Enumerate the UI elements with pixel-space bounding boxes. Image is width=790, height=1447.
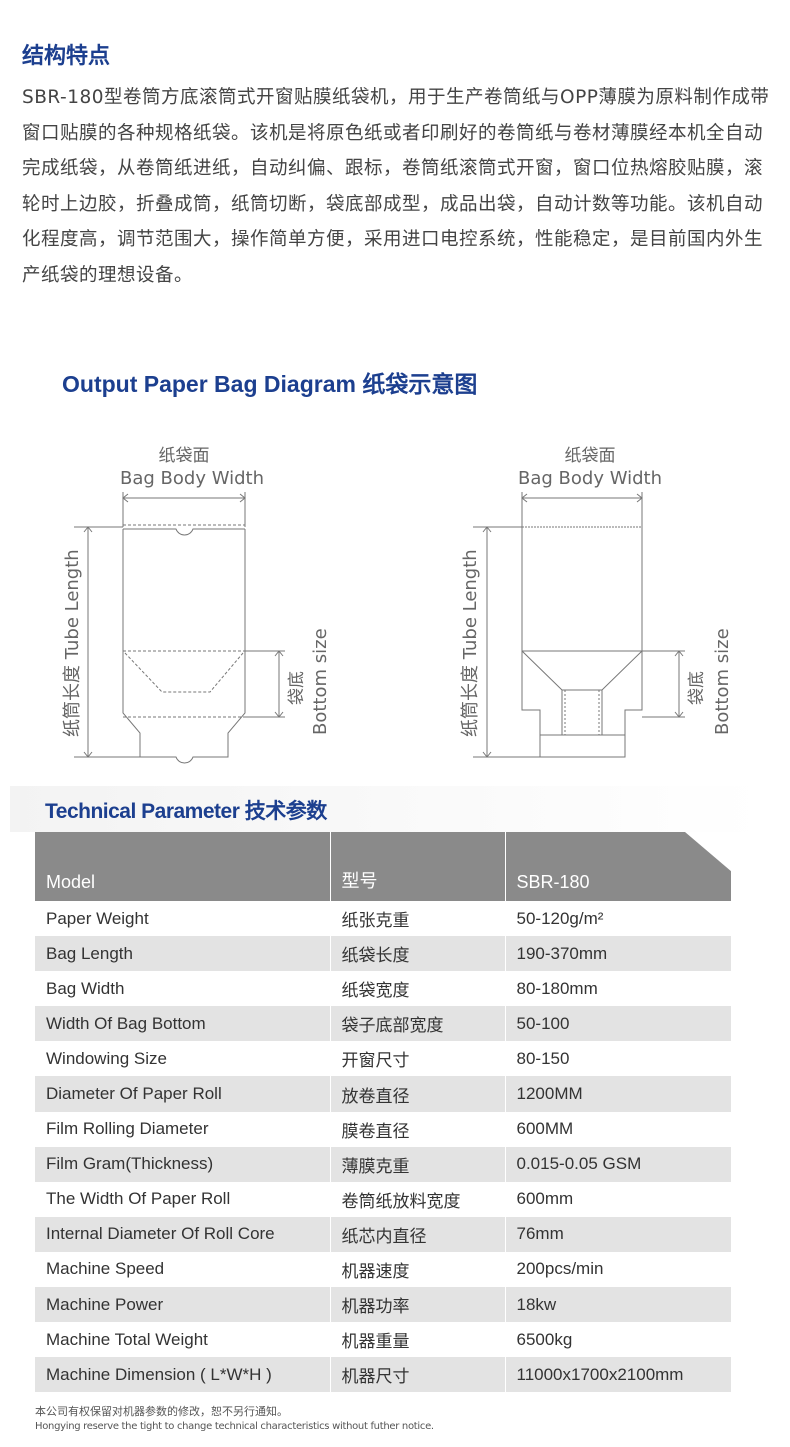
header-corner-cut [685,832,732,872]
table-header: Model 型号 SBR-180 [35,832,732,901]
params-title-bar [10,786,765,832]
table-cell: Internal Diameter Of Roll Core [35,1216,331,1252]
table-cell: 纸张克重 [330,901,506,937]
table-cell: Machine Dimension ( L*W*H ) [35,1357,331,1393]
table-cell: Machine Speed [35,1251,331,1288]
table-row: Width Of Bag Bottom 袋子底部宽度 50-100 [35,1006,732,1042]
table-cell: 机器尺寸 [330,1357,506,1393]
table-cell: 1200MM [505,1076,732,1112]
header-cell: 型号 [330,832,506,901]
bottom-label-cn-2: 袋底 [687,671,707,705]
header-cell: Model [35,832,331,901]
bottom-label-en-2: Bottom size [712,628,733,735]
table-cell: Film Rolling Diameter [35,1111,331,1147]
table-row: Internal Diameter Of Roll Core 纸芯内直径 76mm [35,1216,732,1252]
width-label-en-2: Bag Body Width [518,468,662,489]
table-cell: 薄膜克重 [330,1146,506,1182]
diagram-title: Output Paper Bag Diagram 纸袋示意图 [62,371,478,397]
table-cell: 200pcs/min [505,1251,732,1288]
table-cell: Windowing Size [35,1041,331,1077]
table-row: Machine Power 机器功率 18kw [35,1287,732,1323]
table-cell: Machine Total Weight [35,1322,331,1358]
table-row: Machine Total Weight 机器重量 6500kg [35,1322,732,1358]
table-cell: Width Of Bag Bottom [35,1006,331,1042]
table-cell: 80-150 [505,1041,732,1077]
table-cell: 50-120g/m² [505,901,732,937]
table-row: Paper Weight 纸张克重 50-120g/m² [35,901,732,937]
table-cell: Machine Power [35,1287,331,1323]
table-cell: 76mm [505,1216,732,1252]
table-row: Film Gram(Thickness) 薄膜克重 0.015-0.05 GSM [35,1146,732,1182]
disclaimer-cn: 本公司有权保留对机器参数的修改，恕不另行通知。 [35,1405,288,1418]
table-cell: 18kw [505,1287,732,1323]
intro-paragraph: SBR-180型卷筒方底滚筒式开窗贴膜纸袋机，用于生产卷筒纸与OPP薄膜为原料制… [22,87,770,286]
table-cell: 卷筒纸放料宽度 [330,1181,506,1217]
bag-diagram: 纸袋面 Bag Body Width 纸筒长度 Tube Length 袋底 B… [62,446,733,764]
width-label-cn: 纸袋面 [159,446,210,466]
table-cell: 600mm [505,1181,732,1217]
table-cell: Bag Width [35,971,331,1007]
tube-length-label: 纸筒长度 Tube Length [62,549,83,737]
table-row: Diameter Of Paper Roll 放卷直径 1200MM [35,1076,732,1112]
width-label-cn-2: 纸袋面 [565,446,616,466]
table-cell: 机器重量 [330,1322,506,1358]
section-title: 结构特点 [22,44,111,69]
table-row: The Width Of Paper Roll 卷筒纸放料宽度 600mm [35,1181,732,1217]
table-cell: Diameter Of Paper Roll [35,1076,331,1112]
table-cell: 纸袋宽度 [330,971,506,1007]
table-cell: 袋子底部宽度 [330,1006,506,1042]
table-cell: 开窗尺寸 [330,1041,506,1077]
table-row: Machine Dimension ( L*W*H ) 机器尺寸 11000x170… [35,1357,732,1393]
table-cell: 机器速度 [330,1251,506,1288]
tube-length-label-2: 纸筒长度 Tube Length [460,549,481,737]
params-title: Technical Parameter 技术参数 [45,800,327,823]
table-cell: Bag Length [35,936,331,972]
table-cell: 机器功率 [330,1287,506,1323]
table-cell: 50-100 [505,1006,732,1042]
table-row: Film Rolling Diameter 膜卷直径 600MM [35,1111,732,1147]
table-cell: 纸袋长度 [330,936,506,972]
table-cell: 6500kg [505,1322,732,1358]
bottom-label-cn: 袋底 [287,671,307,705]
disclaimer-en: Hongying reserve the tight to change tec… [35,1421,434,1432]
table-cell: 11000x1700x2100mm [505,1357,732,1393]
table-cell: Film Gram(Thickness) [35,1146,331,1182]
table-cell: 放卷直径 [330,1076,506,1112]
bag-left: 纸袋面 Bag Body Width 纸筒长度 Tube Length 袋底 B… [62,446,331,764]
table-cell: The Width Of Paper Roll [35,1181,331,1217]
table-cell: 190-370mm [505,936,732,972]
bottom-label-en: Bottom size [310,628,331,735]
table-row: Bag Width 纸袋宽度 80-180mm [35,971,732,1007]
table-row: Bag Length 纸袋长度 190-370mm [35,936,732,972]
table-cell: 600MM [505,1111,732,1147]
table-cell: 纸芯内直径 [330,1216,506,1252]
bag-right: 纸袋面 Bag Body Width 纸筒长度 Tube Length 袋底 B… [460,446,733,758]
table-cell: 80-180mm [505,971,732,1007]
params-table: Model 型号 SBR-180 Paper Weight 纸张克重 50-120g… [35,832,732,1393]
table-row: Machine Speed 机器速度 200pcs/min [35,1251,732,1288]
table-row: Windowing Size 开窗尺寸 80-150 [35,1041,732,1077]
table-cell: Paper Weight [35,901,331,937]
table-cell: 膜卷直径 [330,1111,506,1147]
table-cell: 0.015-0.05 GSM [505,1146,732,1182]
width-label-en: Bag Body Width [120,468,264,489]
